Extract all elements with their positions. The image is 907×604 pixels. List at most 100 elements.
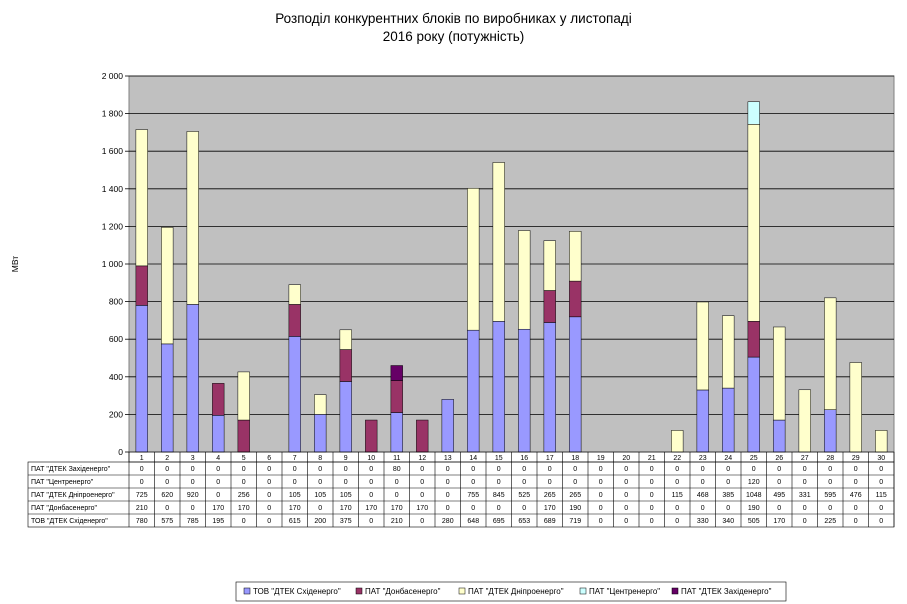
table-cell: 0	[293, 466, 297, 473]
table-cell: 0	[573, 466, 577, 473]
table-cell: 0	[318, 505, 322, 512]
bar-segment	[543, 290, 556, 323]
table-cell: 0	[650, 466, 654, 473]
table-cell: 0	[522, 466, 526, 473]
y-tick-label: 600	[109, 334, 123, 344]
category-label: 4	[216, 455, 220, 462]
bar-segment	[543, 240, 556, 291]
table-cell: 280	[442, 518, 454, 525]
category-label: 17	[546, 455, 554, 462]
table-cell: 505	[748, 518, 760, 525]
bar-segment	[747, 124, 760, 322]
table-cell: 0	[191, 466, 195, 473]
table-cell: 0	[497, 479, 501, 486]
table-cell: 170	[391, 505, 403, 512]
table-cell: 0	[344, 466, 348, 473]
bar-segment	[824, 297, 837, 410]
table-row-label: ПАТ "ДТЕК Західенерго"	[31, 465, 111, 473]
bar-segment	[798, 389, 811, 453]
category-label: 20	[622, 455, 630, 462]
bar-segment	[288, 336, 301, 453]
bar-segment	[339, 349, 352, 382]
bar-segment	[492, 162, 505, 322]
table-cell: 0	[701, 466, 705, 473]
table-cell: 595	[824, 492, 836, 499]
bar-segment	[186, 131, 199, 305]
bar-segment	[543, 322, 556, 453]
y-tick-label: 1 200	[102, 221, 124, 231]
table-cell: 845	[493, 492, 505, 499]
y-tick-label: 400	[109, 372, 123, 382]
table-row-label: ТОВ "ДТЕК Східенерго"	[31, 517, 108, 525]
bar-segment	[569, 316, 582, 453]
table-cell: 0	[726, 479, 730, 486]
y-tick-label: 1 600	[102, 146, 124, 156]
table-cell: 0	[318, 479, 322, 486]
table-cell: 0	[624, 492, 628, 499]
table-cell: 476	[850, 492, 862, 499]
category-label: 27	[801, 455, 809, 462]
table-cell: 695	[493, 518, 505, 525]
table-cell: 0	[344, 479, 348, 486]
table-cell: 195	[212, 518, 224, 525]
table-cell: 0	[548, 466, 552, 473]
table-cell: 0	[879, 479, 883, 486]
y-tick-label: 200	[109, 409, 123, 419]
bar-segment	[390, 380, 403, 413]
y-tick-label: 800	[109, 297, 123, 307]
table-cell: 0	[216, 492, 220, 499]
table-cell: 115	[672, 492, 683, 499]
table-cell: 0	[624, 505, 628, 512]
table-box	[27, 461, 895, 528]
bar-segment	[314, 414, 327, 453]
table-cell: 0	[573, 479, 577, 486]
bar-segment	[390, 365, 403, 381]
table-cell: 0	[701, 505, 705, 512]
table-cell: 0	[497, 505, 501, 512]
bar-segment	[314, 394, 327, 415]
table-cell: 0	[165, 479, 169, 486]
bar-segment	[747, 101, 760, 125]
table-cell: 0	[854, 505, 858, 512]
bar-segment	[135, 265, 148, 306]
table-cell: 265	[569, 492, 581, 499]
table-cell: 0	[369, 518, 373, 525]
bar-segment	[569, 231, 582, 282]
table-cell: 170	[773, 518, 785, 525]
y-tick-label: 1 400	[102, 184, 124, 194]
table-cell: 225	[824, 518, 836, 525]
category-label: 19	[597, 455, 605, 462]
table-cell: 340	[722, 518, 734, 525]
table-cell: 200	[314, 518, 326, 525]
bar-segment	[365, 419, 378, 453]
bar-segment	[416, 419, 429, 453]
table-cell: 0	[701, 479, 705, 486]
table-cell: 0	[267, 466, 271, 473]
table-cell: 0	[599, 518, 603, 525]
table-cell: 0	[267, 518, 271, 525]
table-cell: 170	[238, 505, 250, 512]
table-cell: 0	[675, 505, 679, 512]
category-label: 16	[520, 455, 528, 462]
table-cell: 0	[726, 505, 730, 512]
table-cell: 190	[569, 505, 581, 512]
bar-segment	[135, 129, 148, 267]
category-label: 22	[673, 455, 681, 462]
table-cell: 0	[471, 466, 475, 473]
table-cell: 0	[854, 466, 858, 473]
table-cell: 0	[803, 505, 807, 512]
table-cell: 0	[420, 466, 424, 473]
table-cell: 0	[777, 466, 781, 473]
table-row-label: ПАТ "Донбасенерго"	[31, 504, 98, 512]
table-cell: 0	[650, 479, 654, 486]
table-cell: 0	[216, 466, 220, 473]
table-cell: 170	[212, 505, 224, 512]
legend-box	[235, 581, 787, 602]
table-cell: 0	[446, 505, 450, 512]
table-cell: 620	[161, 492, 173, 499]
bar-segment	[237, 371, 250, 421]
category-label: 15	[495, 455, 503, 462]
table-cell: 0	[446, 466, 450, 473]
table-cell: 170	[340, 505, 352, 512]
